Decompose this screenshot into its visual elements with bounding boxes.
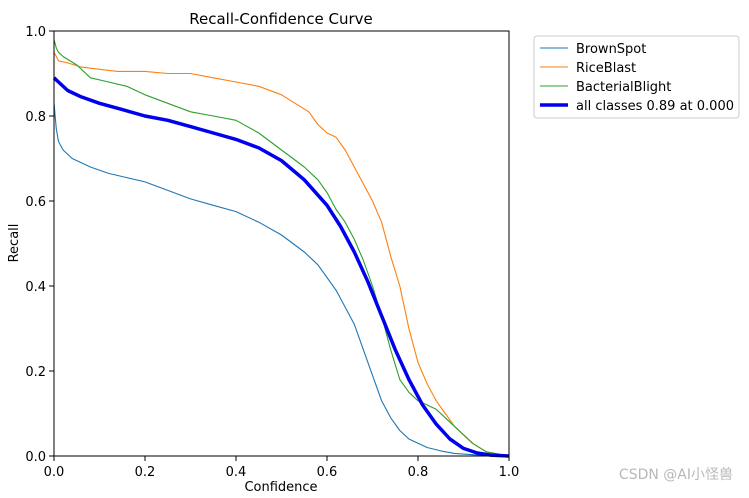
x-tick-label: 0.6 <box>317 465 338 480</box>
x-tick-label: 0.2 <box>135 465 156 480</box>
chart-title: Recall-Confidence Curve <box>189 10 373 28</box>
legend-box <box>533 35 740 119</box>
series-line-3 <box>52 76 510 458</box>
legend-label: all classes 0.89 at 0.000 <box>576 99 734 114</box>
series-line-2 <box>53 39 510 457</box>
plot-frame <box>53 30 510 457</box>
y-axis-label: Recall <box>7 224 22 263</box>
y-tick-label: 0.2 <box>25 365 46 380</box>
x-tick-label: 0.0 <box>44 465 65 480</box>
x-tick-label: 1.0 <box>499 465 520 480</box>
y-tick-label: 1.0 <box>25 25 46 40</box>
series-line-0 <box>53 103 510 457</box>
x-axis-label: Confidence <box>244 480 317 495</box>
legend: BrownSpot RiceBlast BacterialBlight all cla… <box>533 35 740 119</box>
legend-label: BacterialBlight <box>576 80 671 95</box>
x-axis-ticks: 0.0 0.2 0.4 0.6 0.8 1.0 <box>44 456 520 480</box>
legend-label: RiceBlast <box>576 61 636 76</box>
legend-label: BrownSpot <box>576 42 646 57</box>
x-tick-label: 0.8 <box>408 465 429 480</box>
y-tick-label: 0.0 <box>25 450 46 465</box>
y-tick-label: 0.8 <box>25 110 46 125</box>
watermark-text: CSDN @AI小怪兽 <box>618 467 733 483</box>
y-tick-label: 0.4 <box>25 280 46 295</box>
series-line-1 <box>53 52 510 457</box>
x-tick-label: 0.4 <box>226 465 247 480</box>
y-axis-ticks: 0.0 0.2 0.4 0.6 0.8 1.0 <box>25 25 54 465</box>
series-layer <box>52 39 510 458</box>
y-tick-label: 0.6 <box>25 195 46 210</box>
